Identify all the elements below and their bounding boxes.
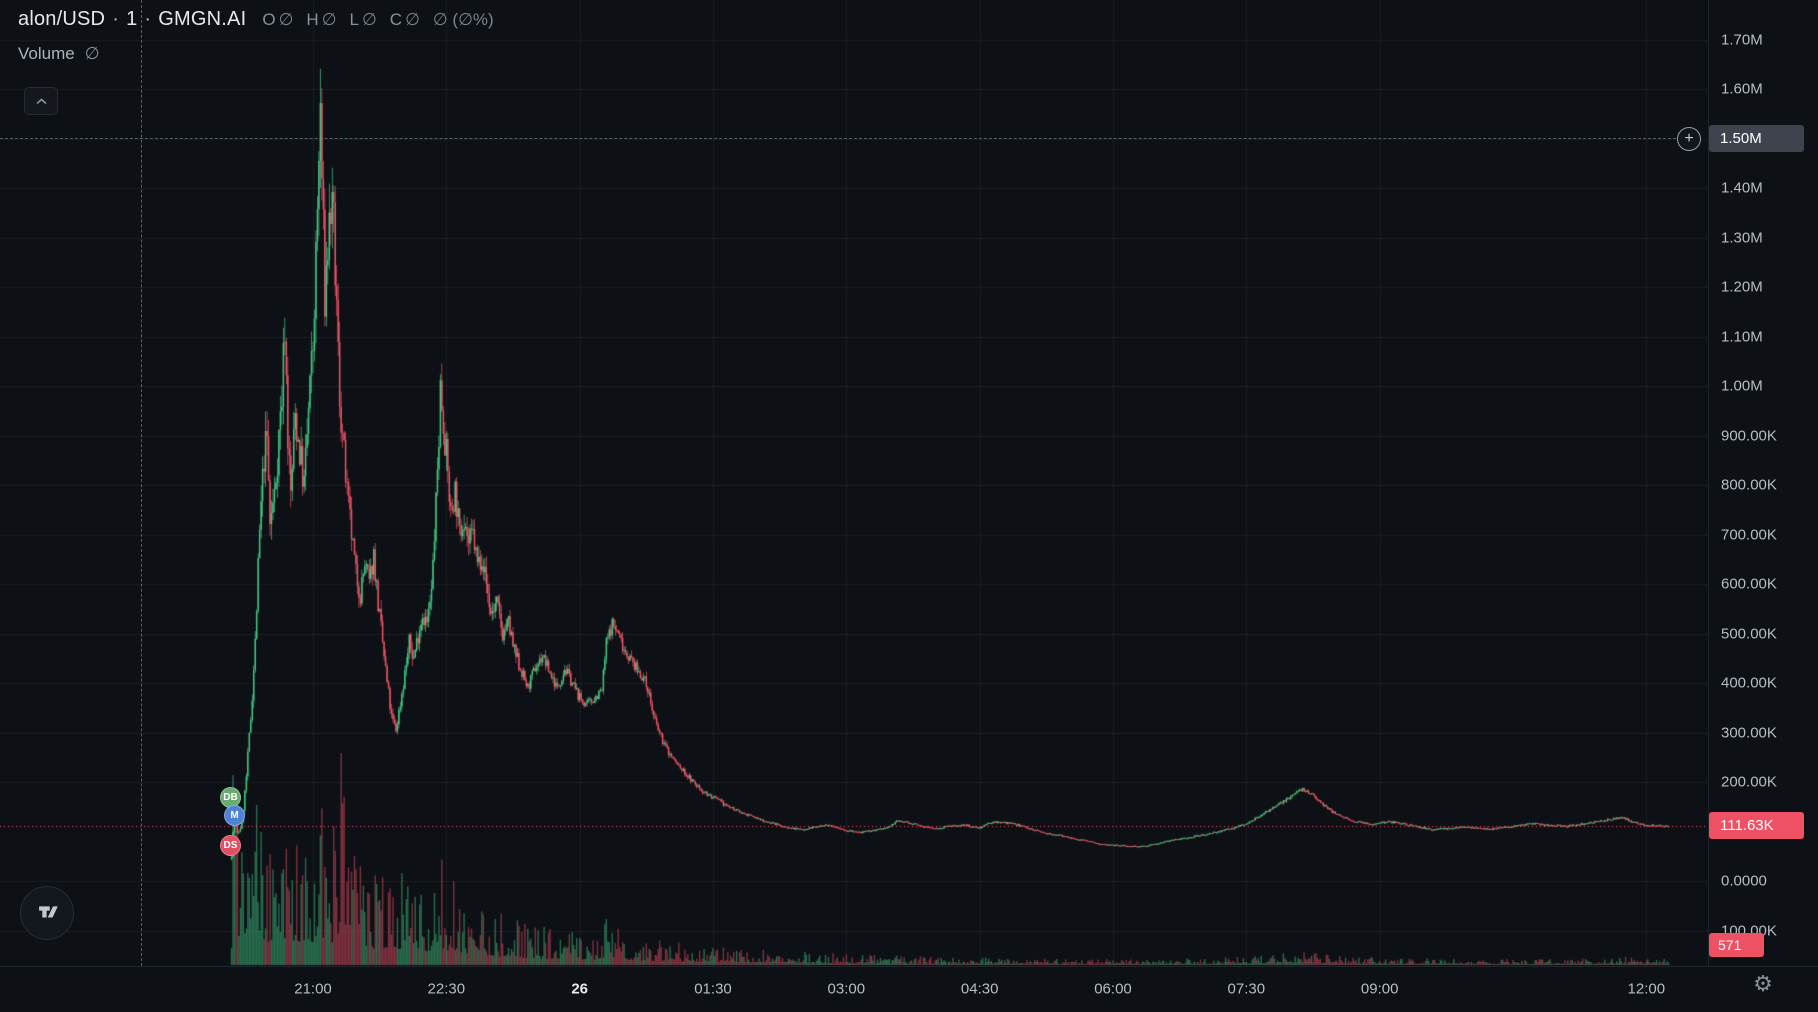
price-axis-label: 800.00K <box>1721 476 1777 494</box>
price-axis-label: 1.30M <box>1721 229 1763 246</box>
price-axis-label: 600.00K <box>1721 575 1777 593</box>
time-axis[interactable]: 21:00 22:30 26 01:30 03:00 04:30 06:00 07:30 09:… <box>0 966 1818 1012</box>
open-label: O <box>262 9 276 29</box>
crosshair-price-badge: 1.50M <box>1709 125 1804 152</box>
crosshair-vertical-line <box>141 0 142 966</box>
price-axis-label: 1.00M <box>1721 377 1763 395</box>
candlestick-chart-canvas[interactable] <box>0 0 1708 966</box>
chart-header: alon/USD · 1 · GMGN.AI O ∅ H ∅ L ∅ C ∅ ∅ (∅%) <box>18 8 494 31</box>
indicator-legend[interactable]: Volume ∅ <box>18 44 100 64</box>
time-axis-label: 01:30 <box>694 980 732 998</box>
ohlc-values: O ∅ H ∅ L ∅ C ∅ ∅ (∅%) <box>262 10 493 30</box>
symbol-name: alon/USD <box>18 8 106 30</box>
gear-icon: ⚙ <box>1753 971 1773 996</box>
plus-icon: + <box>1684 130 1694 147</box>
indicator-name: Volume <box>18 44 75 63</box>
price-axis-label: 1.10M <box>1721 328 1763 345</box>
close-label: C <box>389 9 403 29</box>
price-axis-label: 400.00K <box>1721 674 1777 692</box>
timezone-settings-button[interactable]: ⚙ <box>1748 969 1778 999</box>
legend-collapse-button[interactable] <box>24 87 58 115</box>
last-price-badge: 111.63K <box>1709 812 1804 839</box>
open-value: ∅ <box>278 9 294 29</box>
interval-label: 1 <box>126 8 138 30</box>
last-volume-badge: 571 <box>1709 933 1764 957</box>
time-axis-label: 06:00 <box>1094 980 1132 998</box>
time-axis-label: 03:00 <box>827 980 866 998</box>
price-axis-label: 1.40M <box>1721 179 1763 197</box>
close-value: ∅ <box>405 9 420 29</box>
price-axis-label: 1.20M <box>1721 278 1763 296</box>
marker-migrated[interactable]: M <box>224 805 245 826</box>
high-label: H <box>306 9 319 29</box>
time-axis-label: 04:30 <box>960 980 999 998</box>
exchange-label: GMGN.AI <box>158 8 247 30</box>
time-axis-label: 26 <box>571 980 588 998</box>
price-axis-label: 200.00K <box>1721 773 1777 791</box>
low-label: L <box>349 9 359 29</box>
time-axis-label: 07:30 <box>1227 980 1266 998</box>
tradingview-logo[interactable] <box>20 886 74 940</box>
chevron-up-icon <box>35 92 47 110</box>
add-alert-plus-icon[interactable]: + <box>1677 127 1701 151</box>
low-value: ∅ <box>361 9 377 29</box>
price-axis-label: 0.0000 <box>1721 872 1767 890</box>
time-axis-label: 21:00 <box>294 980 332 998</box>
change-value: ∅ (∅%) <box>432 9 494 29</box>
time-axis-label: 09:00 <box>1360 980 1399 998</box>
indicator-value: ∅ <box>84 44 100 63</box>
time-axis-label: 22:30 <box>427 980 466 998</box>
price-axis[interactable]: 1.70M 1.60M 1.50M 1.40M 1.30M 1.20M 1.10M 1.00M… <box>1708 0 1818 966</box>
marker-dev-sell[interactable]: DS <box>220 835 241 856</box>
symbol-title[interactable]: alon/USD · 1 · GMGN.AI <box>18 8 247 30</box>
price-axis-label: 700.00K <box>1721 526 1777 543</box>
price-axis-label: 900.00K <box>1721 427 1777 444</box>
crosshair-horizontal-line <box>0 138 1676 139</box>
price-axis-label: 1.70M <box>1721 31 1763 48</box>
price-axis-label: 1.60M <box>1721 80 1763 98</box>
time-axis-label: 12:00 <box>1627 980 1666 998</box>
tradingview-logo-glyph <box>34 898 60 929</box>
price-axis-label: 500.00K <box>1721 625 1777 642</box>
high-value: ∅ <box>321 9 337 29</box>
price-axis-label: 300.00K <box>1721 724 1777 741</box>
